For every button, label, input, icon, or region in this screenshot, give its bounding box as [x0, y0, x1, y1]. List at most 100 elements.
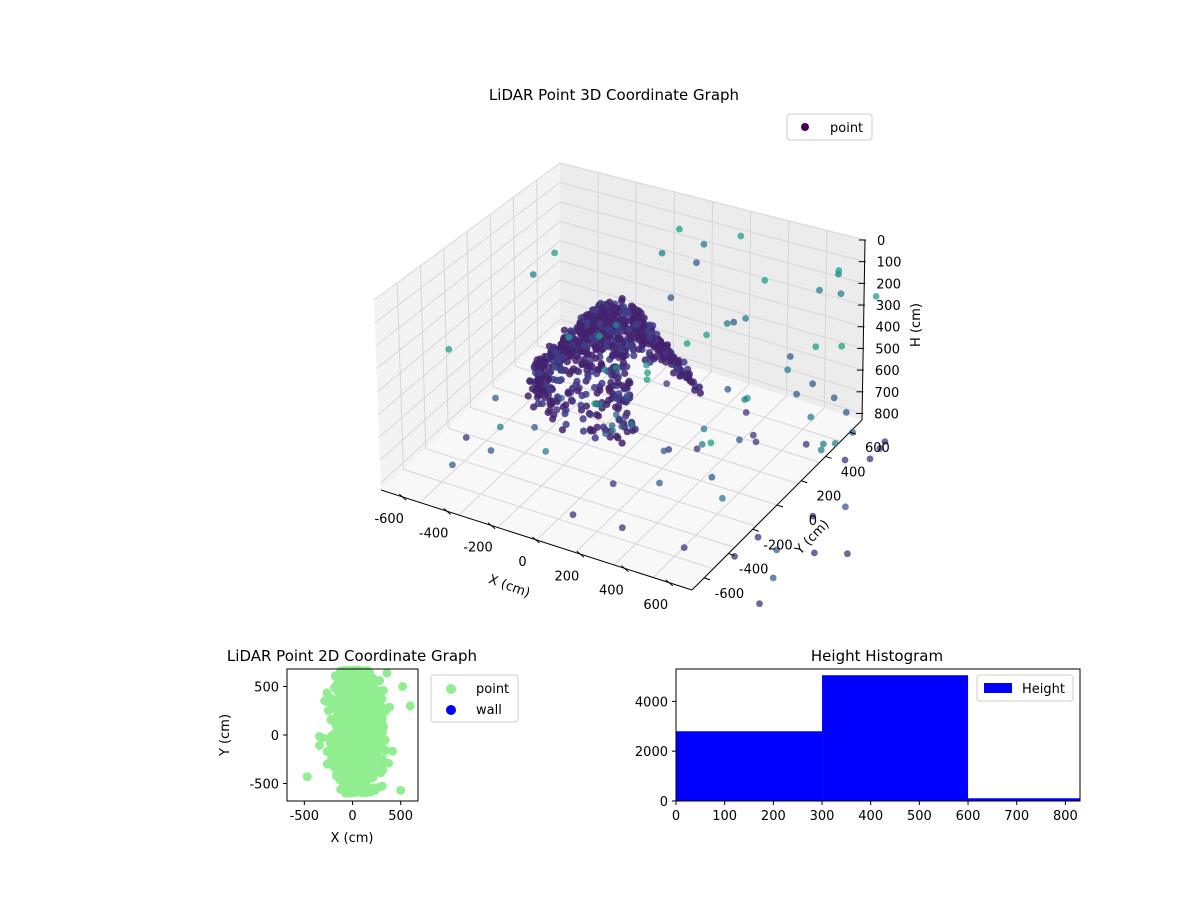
z-tick-label-3d: 0	[877, 234, 885, 249]
scatter-3d-point	[621, 369, 629, 377]
scatter-2d-point	[367, 674, 376, 684]
scatter-3d-point	[583, 321, 591, 329]
scatter-3d-point	[623, 392, 631, 399]
scatter-3d-point	[643, 361, 650, 369]
scatter-3d-point	[618, 439, 626, 447]
legend-3d-frame	[786, 113, 873, 141]
scatter-3d-point	[676, 225, 683, 233]
y-tick-mark-3d	[752, 528, 759, 532]
scatter-3d-point	[730, 318, 738, 326]
scatter-3d-point	[769, 574, 777, 582]
scatter-3d-point	[574, 340, 582, 348]
legend-3d-marker	[801, 123, 809, 131]
grid-line	[375, 201, 865, 347]
chart-2d: LiDAR Point 2D Coordinate Graph -500 0 500…	[218, 647, 519, 846]
chart-3d: LiDAR Point 3D Coordinate Graph -600 -400…	[373, 86, 924, 613]
scatter-2d-point	[358, 729, 368, 739]
scatter-3d-point	[876, 445, 884, 452]
scatter-2d-point	[377, 694, 387, 704]
y-tick-label-3d: -200	[763, 538, 793, 553]
scatter-3d-point	[602, 430, 609, 438]
grid-line	[470, 407, 778, 506]
scatter-3d-point	[492, 394, 499, 402]
scatter-3d-point	[646, 334, 654, 342]
x-tick-label-histogram: 300	[810, 809, 835, 824]
grid-line	[823, 230, 828, 409]
scatter-2d-point	[388, 746, 397, 756]
legend-2d-label-wall: wall	[476, 703, 502, 718]
scatter-3d-point	[842, 503, 849, 511]
scatter-2d-point	[366, 687, 376, 697]
scatter-3d-point	[542, 448, 550, 455]
scatter-3d-point	[567, 396, 576, 404]
scatter-3d-point	[528, 385, 537, 393]
scatter-3d-point	[622, 412, 630, 420]
scatter-2d-point	[320, 696, 330, 706]
scatter-3d-point	[552, 348, 560, 356]
x-tick-label-3d: 0	[518, 555, 526, 570]
x-tick-mark-3d	[621, 565, 629, 572]
grid-line	[373, 162, 866, 301]
scatter-3d-point	[752, 438, 760, 446]
y-axis-label-2d: Y (cm)	[218, 714, 233, 757]
scatter-3d-point	[667, 294, 675, 302]
scatter-3d-point	[684, 374, 692, 382]
grid-line	[443, 248, 449, 429]
scatter-2d-point	[405, 701, 415, 711]
scatter-3d-point	[551, 364, 559, 371]
scatter-3d-point	[629, 427, 637, 435]
scatter-3d-point	[635, 345, 643, 353]
scatter-2d-point	[363, 764, 373, 774]
scatter-3d-point	[820, 440, 827, 448]
scatter-3d-point	[816, 286, 823, 294]
legend-histogram: Height	[976, 674, 1074, 702]
scatter-3d-point	[529, 271, 537, 278]
scatter-3d-point	[558, 426, 567, 434]
scatter-3d-point	[558, 353, 566, 361]
scatter-3d-point	[558, 343, 566, 351]
scatter-3d-point	[601, 320, 609, 328]
scatter-3d-point	[667, 357, 675, 365]
scatter-2d-point	[358, 686, 367, 696]
x-axis-label-2d: X (cm)	[331, 831, 374, 846]
scatter-3d-point	[625, 309, 633, 317]
grid-line	[378, 279, 863, 438]
grid-line	[613, 395, 787, 566]
x-tick-label-3d: -600	[374, 512, 404, 527]
scatter-3d-point	[530, 403, 538, 411]
grid-line	[377, 260, 864, 415]
ticks-2d: -500 0 500 -500 0 500	[249, 680, 413, 824]
scatter-3d-point	[625, 325, 633, 334]
scatter-3d-point	[587, 427, 595, 435]
scatter-2d-point	[382, 668, 392, 678]
grid-line	[515, 365, 820, 463]
scatter-2d-point	[378, 686, 388, 696]
scatter-3d-point	[627, 342, 635, 350]
x-axis-label-3d: X (cm)	[486, 572, 532, 601]
ticks-3d: -600-400-2000200400600-600-400-200020040…	[374, 234, 901, 613]
scatter-3d-point	[837, 290, 845, 298]
x-tick-label-3d: -200	[463, 541, 493, 556]
scatter-2d-point	[372, 755, 382, 765]
scatter-3d-point	[536, 355, 544, 363]
scatter-3d-point	[534, 391, 542, 399]
scatter-3d-point	[576, 347, 585, 355]
chart-3d-title: LiDAR Point 3D Coordinate Graph	[489, 86, 739, 104]
scatter-3d-point	[614, 434, 622, 442]
scatter-3d-point	[809, 512, 817, 520]
scatter-3d-point	[577, 401, 585, 409]
scatter-2d-point	[384, 758, 393, 768]
scatter-3d-point	[841, 456, 849, 464]
x-tick-label-2d: 0	[348, 809, 356, 824]
scatter-3d-point	[632, 321, 640, 329]
scatter-3d-point	[605, 332, 614, 341]
scatter-2d-point	[377, 781, 387, 791]
x-tick-mark-3d	[576, 550, 585, 558]
scatter-3d-point	[544, 408, 552, 417]
scatter-3d-point	[741, 396, 749, 403]
scatter-2d-point	[376, 768, 386, 778]
legend-2d-marker-point	[446, 684, 456, 694]
scatter-3d-point	[562, 420, 570, 428]
scatter-2d-point	[361, 668, 371, 678]
scatter-3d-point	[606, 298, 614, 306]
